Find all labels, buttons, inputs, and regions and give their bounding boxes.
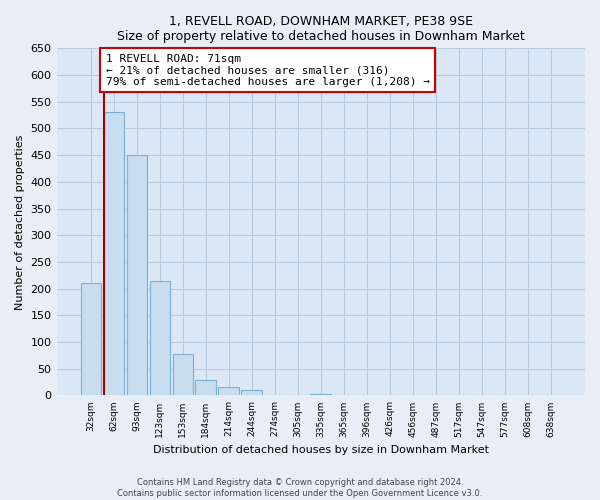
Bar bbox=[127, 155, 147, 396]
Y-axis label: Number of detached properties: Number of detached properties bbox=[15, 134, 25, 310]
Title: 1, REVELL ROAD, DOWNHAM MARKET, PE38 9SE
Size of property relative to detached h: 1, REVELL ROAD, DOWNHAM MARKET, PE38 9SE… bbox=[117, 15, 524, 43]
Bar bbox=[218, 387, 239, 396]
Bar bbox=[517, 395, 538, 396]
Bar bbox=[425, 395, 446, 396]
Bar bbox=[149, 280, 170, 396]
Bar bbox=[104, 112, 124, 396]
Bar bbox=[310, 394, 331, 396]
Bar bbox=[241, 390, 262, 396]
Text: 1 REVELL ROAD: 71sqm
← 21% of detached houses are smaller (316)
79% of semi-deta: 1 REVELL ROAD: 71sqm ← 21% of detached h… bbox=[106, 54, 430, 87]
Text: Contains HM Land Registry data © Crown copyright and database right 2024.
Contai: Contains HM Land Registry data © Crown c… bbox=[118, 478, 482, 498]
Bar bbox=[540, 395, 561, 396]
Bar bbox=[173, 354, 193, 396]
X-axis label: Distribution of detached houses by size in Downham Market: Distribution of detached houses by size … bbox=[153, 445, 489, 455]
Bar bbox=[196, 380, 216, 396]
Bar bbox=[80, 284, 101, 396]
